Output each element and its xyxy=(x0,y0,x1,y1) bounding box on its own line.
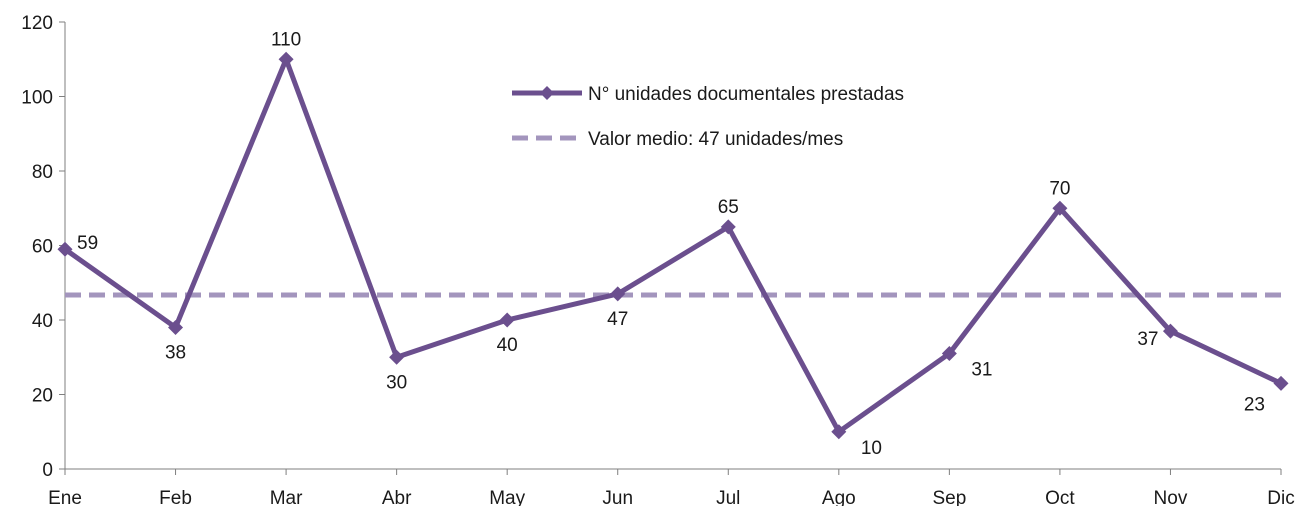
x-tick-label: Jun xyxy=(602,488,633,506)
data-point-marker xyxy=(610,286,626,302)
plot-area: 59 38 110 30 40 47 65 10 31 70 37 23 xyxy=(57,29,1289,459)
y-tick-label: 120 xyxy=(21,13,53,34)
x-tick-label: Nov xyxy=(1154,488,1188,506)
data-point-marker xyxy=(1162,323,1178,339)
x-tick-label: Jul xyxy=(716,488,740,506)
y-tick-label: 40 xyxy=(32,311,53,332)
x-tick-label: Abr xyxy=(382,488,412,506)
legend-item-mean: Valor medio: 47 unidades/mes xyxy=(512,129,843,150)
x-tick-label: Ene xyxy=(48,488,82,506)
data-point-marker xyxy=(831,424,847,440)
x-tick-label: Dic xyxy=(1267,488,1294,506)
data-label: 37 xyxy=(1137,329,1158,350)
data-point-marker xyxy=(1052,200,1068,216)
data-label: 70 xyxy=(1049,178,1070,199)
legend-swatch-main-marker xyxy=(540,86,554,100)
x-tick-label: Sep xyxy=(932,488,966,506)
y-tick-label: 20 xyxy=(32,386,53,407)
x-tick-label: Ago xyxy=(822,488,856,506)
legend-label-main: N° unidades documentales prestadas xyxy=(588,84,904,105)
y-tick-label: 80 xyxy=(32,162,53,183)
data-label: 31 xyxy=(971,360,992,381)
data-point-marker xyxy=(720,219,736,235)
x-tick-label: Oct xyxy=(1045,488,1075,506)
x-tick-label: May xyxy=(489,488,525,506)
data-point-marker xyxy=(941,346,957,362)
data-point-marker xyxy=(168,319,184,335)
axes: 0 20 40 60 80 100 120 Ene Feb Mar Abr May Jun Jul Ago… xyxy=(21,13,1294,506)
x-tick-label: Mar xyxy=(270,488,303,506)
data-label: 47 xyxy=(607,309,628,330)
data-label: 23 xyxy=(1244,394,1265,415)
data-label: 65 xyxy=(718,197,739,218)
data-point-marker xyxy=(57,241,73,257)
data-labels: 59 38 110 30 40 47 65 10 31 70 37 23 xyxy=(77,29,1265,459)
y-tick-label: 0 xyxy=(42,460,53,481)
legend: N° unidades documentales prestadas Valor… xyxy=(512,84,904,150)
data-label: 30 xyxy=(386,372,407,393)
data-label: 38 xyxy=(165,342,186,363)
main-series xyxy=(57,51,1289,440)
x-axis-ticks: Ene Feb Mar Abr May Jun Jul Ago Sep Oct Nov Dic xyxy=(48,469,1295,506)
data-point-marker xyxy=(389,349,405,365)
y-tick-label: 100 xyxy=(21,88,53,109)
legend-label-mean: Valor medio: 47 unidades/mes xyxy=(588,129,843,150)
legend-item-main: N° unidades documentales prestadas xyxy=(512,84,904,105)
data-label: 10 xyxy=(861,438,882,459)
x-tick-label: Feb xyxy=(159,488,192,506)
data-point-marker xyxy=(278,51,294,67)
y-axis-ticks: 0 20 40 60 80 100 120 xyxy=(21,13,65,481)
y-tick-label: 60 xyxy=(32,237,53,258)
data-label: 110 xyxy=(271,29,301,50)
data-label: 40 xyxy=(497,335,518,356)
data-point-marker xyxy=(1273,375,1289,391)
data-point-marker xyxy=(499,312,515,328)
data-label: 59 xyxy=(77,233,98,254)
series-line xyxy=(63,52,1283,436)
